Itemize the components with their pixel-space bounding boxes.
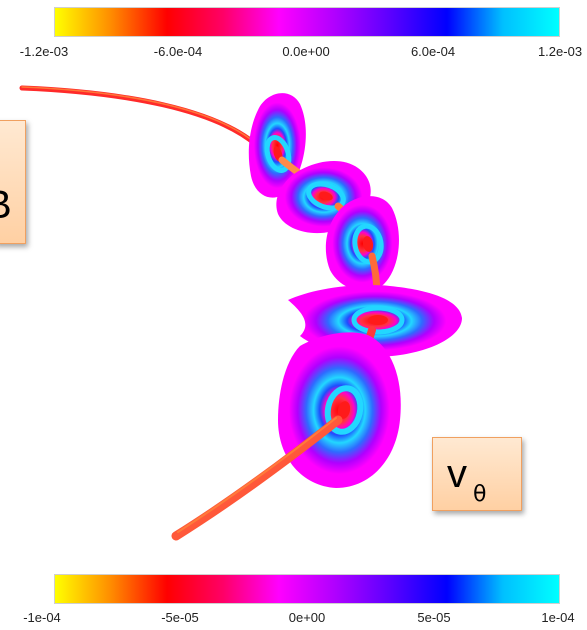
top-tick-label: -6.0e-04 — [153, 44, 203, 59]
vortex-visualization — [19, 85, 462, 541]
vortex-tube-lower — [171, 415, 343, 541]
vortex-core-1 — [264, 135, 292, 173]
top-tick-label: -1.2e-03 — [19, 44, 69, 59]
top-tick-label: 6.0e-04 — [410, 44, 456, 59]
bottom-tick-label: 5e-05 — [417, 610, 451, 625]
left-label-box: B — [0, 120, 26, 244]
vortex-plane-3 — [325, 196, 399, 292]
vortex-center-4 — [368, 315, 388, 325]
left-label-text: B — [0, 183, 12, 228]
bottom-colorbar-ticks: -1e-04 -5e-05 0e+00 5e-05 1e-04 — [0, 610, 587, 630]
right-label-symbol: v — [447, 452, 467, 496]
right-label-box: v θ — [432, 437, 522, 511]
vortex-core-4 — [351, 305, 405, 335]
top-colorbar-ticks: -1.2e-03 -6.0e-04 0.0e+00 6.0e-04 1.2e-0… — [0, 44, 587, 64]
vortex-center-3 — [362, 236, 374, 252]
vortex-center-5 — [337, 401, 351, 419]
vortex-tube-upper — [19, 85, 265, 153]
bottom-tick-label: -1e-04 — [23, 610, 61, 625]
right-label-subscript: θ — [473, 482, 487, 507]
bottom-tick-label: 1e-04 — [541, 610, 575, 625]
vortex-center-2 — [319, 191, 333, 201]
bottom-tick-label: -5e-05 — [161, 610, 199, 625]
top-tick-label: 1.2e-03 — [537, 44, 583, 59]
top-colorbar — [54, 7, 560, 37]
bottom-tick-label: 0e+00 — [288, 610, 326, 625]
bottom-colorbar — [54, 574, 560, 604]
top-tick-label: 0.0e+00 — [282, 44, 330, 59]
vortex-core-5 — [324, 385, 364, 435]
vortex-core-2 — [306, 181, 346, 211]
vortex-tube-lower-highlight — [177, 417, 337, 533]
vortex-tube-upper-highlight — [21, 86, 263, 150]
